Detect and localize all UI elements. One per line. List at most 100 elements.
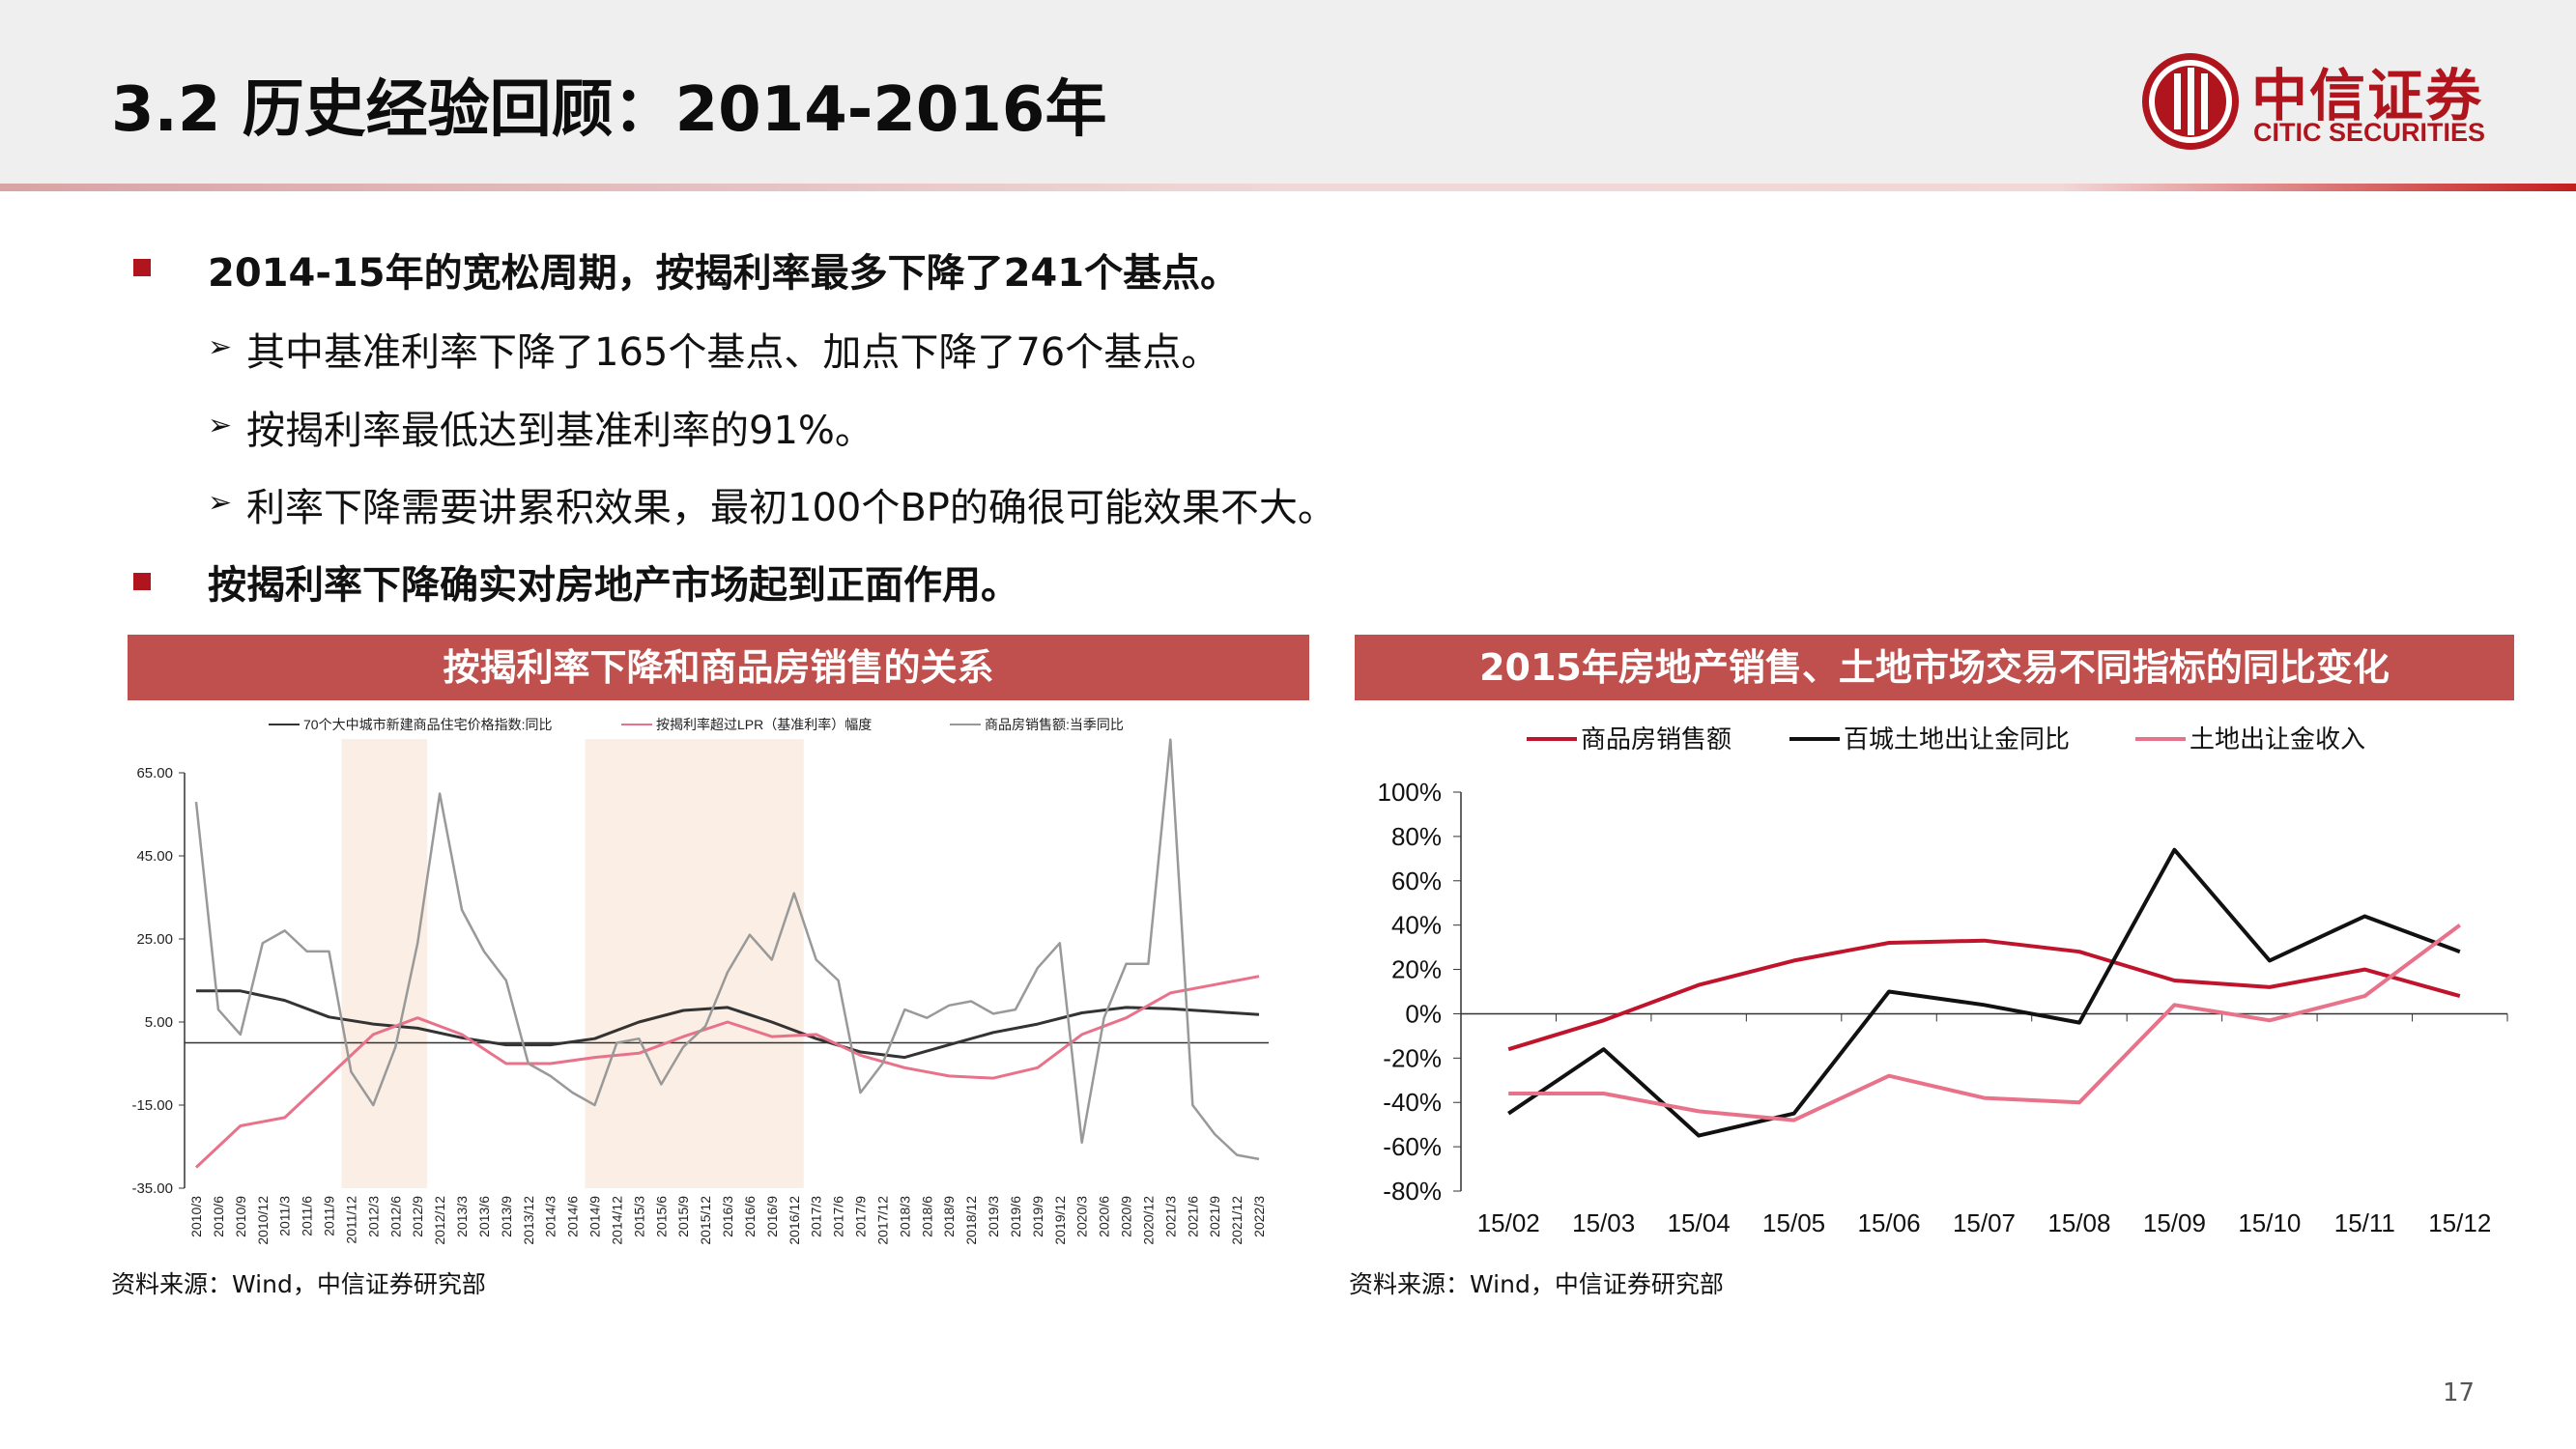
legend-label: 土地出让金收入 bbox=[2190, 724, 2365, 753]
bullet-1: 2014-15年的宽松周期，按揭利率最多下降了241个基点。 bbox=[208, 251, 1240, 296]
x-tick-label: 2014/9 bbox=[587, 1196, 603, 1237]
x-tick-label: 15/08 bbox=[2047, 1208, 2110, 1237]
x-tick-label: 2017/6 bbox=[831, 1196, 846, 1237]
y-tick-label: 5.00 bbox=[145, 1014, 173, 1031]
page-number: 17 bbox=[2443, 1378, 2476, 1407]
y-tick-label: 20% bbox=[1391, 955, 1442, 984]
x-tick-label: 2011/9 bbox=[322, 1196, 337, 1236]
x-tick-label: 2018/6 bbox=[919, 1196, 934, 1237]
x-tick-label: 15/02 bbox=[1477, 1208, 1540, 1237]
legend-label: 按揭利率超过LPR（基准利率）幅度 bbox=[656, 717, 872, 732]
x-tick-label: 15/11 bbox=[2334, 1208, 2395, 1237]
x-tick-label: 2017/3 bbox=[809, 1196, 824, 1237]
x-tick-label: 2016/6 bbox=[742, 1196, 758, 1237]
x-tick-label: 2017/12 bbox=[874, 1196, 890, 1245]
x-tick-label: 2019/12 bbox=[1052, 1196, 1068, 1245]
brand-logo: 中信证券 CITIC SECURITIES bbox=[2137, 48, 2504, 155]
bullet-square-icon bbox=[133, 259, 151, 276]
x-tick-label: 2020/12 bbox=[1140, 1196, 1156, 1245]
x-tick-label: 2019/6 bbox=[1008, 1196, 1023, 1237]
x-tick-label: 2015/12 bbox=[698, 1196, 713, 1245]
shaded-period bbox=[585, 739, 804, 1188]
x-tick-label: 2011/6 bbox=[300, 1196, 315, 1236]
right-chart-title: 2015年房地产销售、土地市场交易不同指标的同比变化 bbox=[1355, 635, 2514, 700]
x-tick-label: 2012/6 bbox=[387, 1196, 403, 1237]
y-tick-label: 45.00 bbox=[136, 848, 173, 865]
x-tick-label: 2021/3 bbox=[1162, 1196, 1178, 1237]
bullet-1-2: 按揭利率最低达到基准利率的91%。 bbox=[246, 409, 873, 453]
left-chart-source: 资料来源：Wind，中信证券研究部 bbox=[111, 1270, 486, 1298]
y-tick-label: -40% bbox=[1383, 1088, 1442, 1117]
y-tick-label: 40% bbox=[1391, 911, 1442, 940]
y-tick-label: -60% bbox=[1383, 1132, 1442, 1161]
y-tick-label: 0% bbox=[1405, 999, 1442, 1028]
x-tick-label: 2013/3 bbox=[454, 1196, 470, 1237]
left-chart: 65.00 45.00 25.00 5.00 -15.00 -35.00 2010/3 201… bbox=[131, 717, 1269, 1245]
x-tick-label: 2010/3 bbox=[188, 1196, 204, 1237]
x-tick-label: 2020/3 bbox=[1074, 1196, 1090, 1237]
x-tick-label: 2021/6 bbox=[1185, 1196, 1200, 1237]
bullet-square-icon bbox=[133, 573, 151, 590]
x-tick-label: 15/06 bbox=[1858, 1208, 1921, 1237]
y-tick-label: 100% bbox=[1378, 778, 1443, 807]
x-tick-label: 2010/9 bbox=[233, 1196, 248, 1237]
x-tick-label: 2019/3 bbox=[986, 1196, 1001, 1237]
right-chart: 100% 80% 60% 40% 20% 0% -20% -40% -60% -80% 15/02 1… bbox=[1378, 724, 2508, 1237]
x-tick-label: 2014/3 bbox=[543, 1196, 558, 1237]
x-tick-label: 2012/9 bbox=[410, 1196, 425, 1237]
x-tick-label: 2013/6 bbox=[476, 1196, 492, 1237]
brand-name-en: CITIC SECURITIES bbox=[2253, 118, 2486, 147]
y-tick-label: 25.00 bbox=[136, 931, 173, 948]
x-tick-label: 15/09 bbox=[2143, 1208, 2206, 1237]
price-index-line bbox=[196, 989, 1260, 1060]
right-chart-source: 资料来源：Wind，中信证券研究部 bbox=[1349, 1270, 1724, 1298]
slide-header: 3.2 历史经验回顾：2014-2016年 中信证券 CITIC SECURIT… bbox=[0, 0, 2576, 184]
x-tick-label: 2021/9 bbox=[1207, 1196, 1222, 1237]
sales-amount-line bbox=[1507, 938, 2461, 1052]
y-tick-label: -35.00 bbox=[131, 1180, 173, 1197]
x-tick-label: 2011/12 bbox=[343, 1196, 358, 1244]
arrow-bullet-icon: ➢ bbox=[208, 486, 233, 520]
x-tick-label: 2021/12 bbox=[1229, 1196, 1245, 1245]
y-tick-label: -20% bbox=[1383, 1043, 1442, 1072]
x-tick-label: 15/12 bbox=[2428, 1208, 2491, 1237]
x-tick-label: 2013/9 bbox=[499, 1196, 514, 1237]
x-tick-label: 15/05 bbox=[1762, 1208, 1825, 1237]
x-tick-label: 15/10 bbox=[2238, 1208, 2301, 1237]
legend-label: 商品房销售额:当季同比 bbox=[985, 717, 1124, 732]
x-tick-label: 15/03 bbox=[1572, 1208, 1635, 1237]
x-tick-label: 2018/3 bbox=[897, 1196, 912, 1237]
citic-emblem-icon bbox=[2142, 53, 2239, 150]
x-tick-label: 2011/3 bbox=[277, 1196, 293, 1236]
page-title: 3.2 历史经验回顾：2014-2016年 bbox=[111, 74, 1107, 146]
x-tick-label: 2018/9 bbox=[941, 1196, 957, 1237]
x-tick-label: 15/04 bbox=[1668, 1208, 1731, 1237]
x-tick-label: 2014/12 bbox=[609, 1196, 624, 1245]
x-tick-label: 2020/6 bbox=[1097, 1196, 1112, 1237]
x-tick-label: 2016/9 bbox=[764, 1196, 780, 1237]
legend-label: 商品房销售额 bbox=[1581, 724, 1732, 753]
left-chart-title: 按揭利率下降和商品房销售的关系 bbox=[128, 635, 1309, 700]
arrow-bullet-icon: ➢ bbox=[208, 409, 233, 442]
bullet-1-1: 其中基准利率下降了165个基点、加点下降了76个基点。 bbox=[246, 330, 1220, 375]
legend-label: 70个大中城市新建商品住宅价格指数:同比 bbox=[303, 717, 552, 732]
header-divider bbox=[0, 184, 2576, 191]
y-tick-label: -80% bbox=[1383, 1177, 1442, 1206]
x-tick-label: 2010/12 bbox=[255, 1196, 271, 1245]
x-tick-label: 2015/3 bbox=[631, 1196, 646, 1237]
sales-growth-line bbox=[194, 738, 1260, 1161]
brand-name-cn: 中信证券 bbox=[2251, 63, 2484, 128]
bullet-2: 按揭利率下降确实对房地产市场起到正面作用。 bbox=[208, 563, 1019, 608]
x-tick-label: 2018/12 bbox=[963, 1196, 979, 1245]
x-tick-label: 2015/9 bbox=[675, 1196, 691, 1237]
legend-label: 百城土地出让金同比 bbox=[1844, 724, 2070, 753]
x-tick-label: 2014/6 bbox=[565, 1196, 581, 1237]
arrow-bullet-icon: ➢ bbox=[208, 330, 233, 364]
land-revenue-line bbox=[1508, 923, 2461, 1122]
x-tick-label: 2012/3 bbox=[365, 1196, 381, 1237]
x-tick-label: 2016/12 bbox=[787, 1196, 802, 1245]
x-tick-label: 2015/6 bbox=[653, 1196, 669, 1237]
x-tick-label: 2010/6 bbox=[211, 1196, 226, 1237]
mortgage-spread-line bbox=[194, 975, 1260, 1169]
x-tick-label: 2020/9 bbox=[1119, 1196, 1134, 1237]
